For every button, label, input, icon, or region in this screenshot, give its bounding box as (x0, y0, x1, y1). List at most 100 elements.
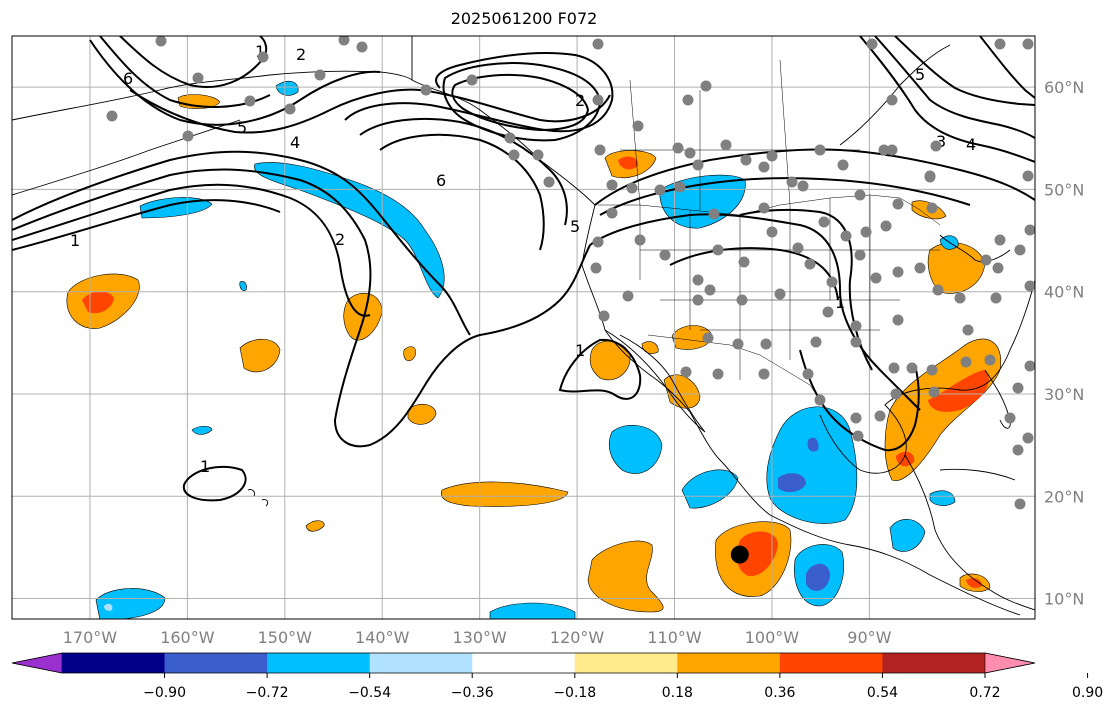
colorbar-tick-label: −0.72 (246, 685, 289, 701)
station-marker (106, 110, 118, 122)
colorbar-tick-label: 0.54 (867, 685, 898, 701)
station-marker (874, 410, 886, 422)
strong-negative-core (778, 473, 806, 493)
station-marker (892, 266, 904, 278)
contour-label: 4 (966, 135, 976, 154)
contour-line (894, 36, 1035, 106)
station-marker (654, 184, 666, 196)
station-marker (1014, 498, 1026, 510)
hudson-bay-coast (839, 44, 951, 146)
station-marker (797, 180, 809, 192)
longitude-tick-label: 140°W (355, 628, 410, 647)
contour-line (979, 36, 1035, 99)
contour-line (442, 62, 602, 142)
station-marker (960, 356, 972, 368)
station-marker (880, 220, 892, 232)
station-marker (926, 364, 938, 376)
map-frame (11, 35, 1036, 620)
longitude-labels: 170°W 160°W 150°W 140°W 130°W 120°W 110°W 100°W… (63, 628, 892, 647)
station-marker (802, 368, 814, 380)
contour-line (182, 465, 247, 502)
station-marker (634, 234, 646, 246)
station-marker (659, 249, 671, 261)
station-marker (926, 202, 938, 214)
contour-line (594, 148, 1035, 206)
alaska-coast (12, 70, 413, 121)
station-marker (837, 159, 849, 171)
station-marker (1024, 360, 1035, 372)
station-marker (257, 51, 269, 63)
strong-negative-core (807, 437, 819, 452)
station-marker (854, 189, 866, 201)
colorbar-segment (882, 653, 986, 673)
station-marker (962, 324, 974, 336)
station-marker (810, 336, 822, 348)
station-marker (990, 292, 1002, 304)
station-marker (720, 139, 732, 151)
colorbar-segment (574, 653, 678, 673)
longitude-tick-label: 110°W (647, 628, 702, 647)
contour-line (12, 168, 591, 448)
station-marker (606, 207, 618, 219)
station-marker (954, 292, 966, 304)
station-marker (1012, 382, 1024, 394)
colorbar-segment (62, 653, 166, 673)
station-marker (708, 208, 720, 220)
map-title: 2025061200 F072 (450, 9, 598, 28)
political-borders (598, 59, 941, 416)
station-marker (712, 244, 724, 256)
weak-negative-patch (104, 603, 113, 611)
station-markers (106, 36, 1035, 510)
strong-negative-core (806, 563, 830, 591)
hawaii (247, 489, 269, 507)
station-marker (924, 171, 936, 183)
station-marker (692, 274, 704, 286)
colorbar-segment (779, 653, 883, 673)
station-marker (338, 36, 350, 46)
station-marker (504, 132, 516, 144)
station-marker (244, 95, 256, 107)
station-marker (682, 94, 694, 106)
station-marker (792, 242, 804, 254)
negative-anomaly-patch (889, 519, 926, 552)
colorbar-tick-label: −0.90 (143, 685, 186, 701)
contour-line (599, 177, 971, 216)
contour-labels: 1 2 6 5 4 6 2 1 2 5 1 1 3 4 5 1 (70, 42, 976, 476)
latitude-tick-label: 60°N (1044, 78, 1084, 97)
colorbar-segment (267, 653, 371, 673)
station-marker (700, 80, 712, 92)
station-marker (1004, 412, 1016, 424)
station-marker (786, 176, 798, 188)
negative-anomaly-patch (766, 406, 858, 524)
contour-label: 5 (237, 118, 247, 137)
station-marker (822, 306, 834, 318)
station-marker (840, 230, 852, 242)
station-marker (994, 234, 1006, 246)
station-marker (1022, 432, 1034, 444)
longitude-tick-label: 170°W (63, 628, 118, 647)
station-marker (738, 256, 750, 268)
map-plot-area: 1 2 6 5 4 6 2 1 2 5 1 1 3 4 5 1 (12, 36, 1035, 619)
colorbar-tick-label: 0.36 (764, 685, 795, 701)
positive-anomaly-patch (440, 481, 569, 507)
latitude-tick-label: 40°N (1044, 283, 1084, 302)
station-marker (930, 140, 942, 152)
colorbar-segment (677, 653, 781, 673)
station-marker (758, 368, 770, 380)
contour-line (89, 39, 381, 126)
contour-label: 1 (255, 42, 265, 61)
contour-line (12, 183, 371, 317)
station-marker (886, 94, 898, 106)
baja-california (604, 329, 706, 433)
station-marker (155, 36, 167, 47)
station-marker (1024, 224, 1035, 236)
station-marker (284, 103, 296, 115)
station-marker (680, 366, 692, 378)
station-marker (766, 150, 778, 162)
station-marker (1022, 38, 1034, 50)
contour-label: 2 (296, 45, 306, 64)
contour-label: 1 (200, 457, 210, 476)
latitude-tick-label: 50°N (1044, 180, 1084, 199)
station-marker (878, 144, 890, 156)
station-marker (314, 69, 326, 81)
